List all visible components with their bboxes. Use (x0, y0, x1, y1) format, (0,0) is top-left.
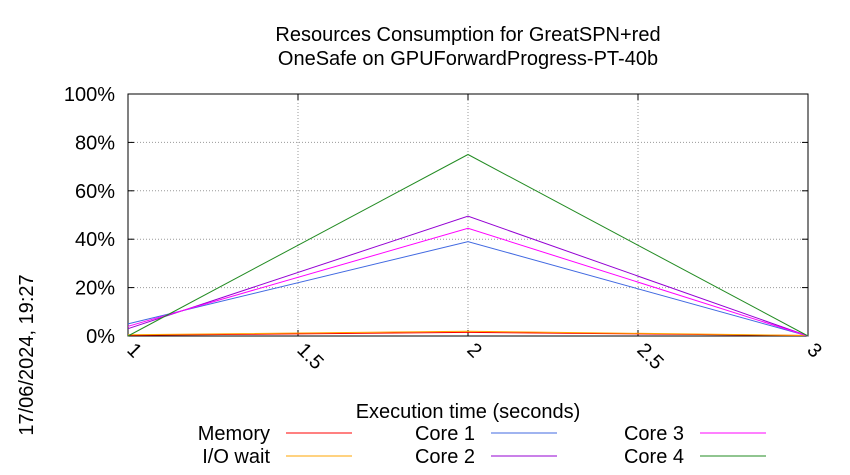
timestamp: 17/06/2024, 19:27 (16, 274, 38, 435)
legend-label-core-2: Core 2 (415, 446, 475, 468)
series-line-core-1 (127, 241, 809, 337)
series-line-i-o-wait (127, 330, 809, 336)
x-tick-label: 1.5 (292, 339, 327, 374)
y-tick-label: 0% (86, 326, 115, 348)
y-tick-label: 60% (75, 181, 115, 203)
x-tick-label: 2.5 (632, 339, 667, 374)
y-axis: 0% 20% 40% 60% 80% 100% (64, 84, 808, 348)
series-line-core-2 (127, 215, 809, 337)
series-lines (127, 153, 809, 337)
legend-label-core-1: Core 1 (415, 423, 475, 445)
legend-label-core-3: Core 3 (624, 423, 684, 445)
grid-lines (128, 94, 808, 336)
x-tick-label: 1 (122, 339, 145, 362)
y-tick-label: 40% (75, 229, 115, 251)
legend-label-core-4: Core 4 (624, 446, 684, 468)
x-tick-label: 3 (802, 339, 825, 362)
y-tick-label: 20% (75, 278, 115, 300)
legend-label-memory: Memory (198, 423, 270, 445)
y-tick-label: 80% (75, 132, 115, 154)
x-axis-label: Execution time (seconds) (356, 401, 581, 423)
chart-subtitle: OneSafe on GPUForwardProgress-PT-40b (278, 48, 658, 70)
series-line-core-4 (127, 153, 809, 337)
y-tick-label: 100% (64, 84, 115, 106)
chart-title: Resources Consumption for GreatSPN+red (275, 24, 660, 46)
x-tick-label: 2 (462, 339, 485, 362)
series-line-core-3 (127, 227, 809, 337)
legend-label-i-o-wait: I/O wait (202, 446, 270, 468)
